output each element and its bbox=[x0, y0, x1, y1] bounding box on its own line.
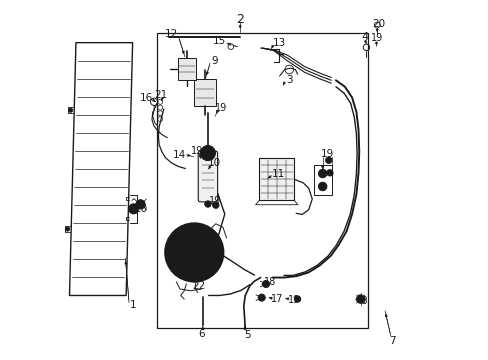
Circle shape bbox=[260, 296, 263, 300]
Text: 6: 6 bbox=[198, 329, 204, 339]
Text: 5: 5 bbox=[244, 330, 250, 340]
Text: 19: 19 bbox=[208, 196, 221, 206]
Circle shape bbox=[204, 145, 211, 152]
Circle shape bbox=[356, 295, 364, 303]
Text: 17: 17 bbox=[271, 294, 283, 304]
Bar bbox=[194, 79, 216, 105]
Text: 22: 22 bbox=[192, 281, 205, 291]
Circle shape bbox=[258, 294, 265, 301]
Text: 19: 19 bbox=[320, 149, 333, 159]
Bar bbox=[178, 58, 196, 80]
Text: 12: 12 bbox=[164, 30, 178, 39]
Circle shape bbox=[131, 206, 136, 211]
Circle shape bbox=[294, 296, 300, 302]
Bar bbox=[313, 165, 331, 195]
Circle shape bbox=[320, 184, 324, 189]
Circle shape bbox=[264, 282, 267, 286]
Text: 9: 9 bbox=[211, 56, 218, 66]
Circle shape bbox=[200, 145, 215, 161]
Circle shape bbox=[325, 157, 331, 163]
Circle shape bbox=[327, 171, 331, 175]
Text: 8: 8 bbox=[360, 296, 366, 306]
Text: 11: 11 bbox=[271, 168, 284, 179]
Text: 1: 1 bbox=[130, 300, 136, 310]
Text: 19: 19 bbox=[191, 145, 203, 156]
Bar bbox=[259, 158, 294, 201]
Circle shape bbox=[326, 158, 330, 162]
Text: 15: 15 bbox=[212, 36, 225, 46]
Text: 19: 19 bbox=[215, 103, 227, 113]
Circle shape bbox=[320, 171, 324, 176]
Text: 14: 14 bbox=[172, 150, 185, 160]
Circle shape bbox=[183, 242, 204, 263]
Circle shape bbox=[214, 203, 217, 207]
Text: 19: 19 bbox=[287, 295, 300, 305]
Text: 3: 3 bbox=[285, 75, 292, 85]
Text: 10: 10 bbox=[207, 158, 220, 168]
Text: 13: 13 bbox=[272, 38, 285, 48]
Circle shape bbox=[138, 202, 142, 207]
Circle shape bbox=[262, 280, 269, 288]
Circle shape bbox=[164, 223, 223, 282]
Text: 21: 21 bbox=[154, 90, 167, 100]
Text: 20: 20 bbox=[372, 19, 385, 29]
Circle shape bbox=[358, 297, 362, 301]
Text: 20: 20 bbox=[134, 204, 147, 214]
Circle shape bbox=[212, 202, 219, 208]
Circle shape bbox=[295, 297, 299, 301]
FancyBboxPatch shape bbox=[198, 151, 217, 202]
Text: 18: 18 bbox=[264, 277, 276, 287]
Circle shape bbox=[204, 201, 211, 207]
Circle shape bbox=[128, 204, 139, 214]
Circle shape bbox=[206, 202, 209, 206]
Circle shape bbox=[65, 227, 69, 231]
Text: 16: 16 bbox=[140, 93, 153, 103]
Circle shape bbox=[188, 247, 199, 258]
Bar bbox=[156, 33, 367, 328]
Circle shape bbox=[326, 170, 332, 176]
Text: 19: 19 bbox=[370, 33, 383, 43]
Text: 4: 4 bbox=[361, 32, 368, 42]
Text: 2: 2 bbox=[236, 13, 244, 26]
Circle shape bbox=[318, 182, 326, 191]
Circle shape bbox=[136, 200, 145, 209]
Text: 7: 7 bbox=[388, 336, 395, 346]
Circle shape bbox=[206, 147, 209, 150]
Circle shape bbox=[68, 108, 73, 112]
Circle shape bbox=[318, 169, 326, 178]
